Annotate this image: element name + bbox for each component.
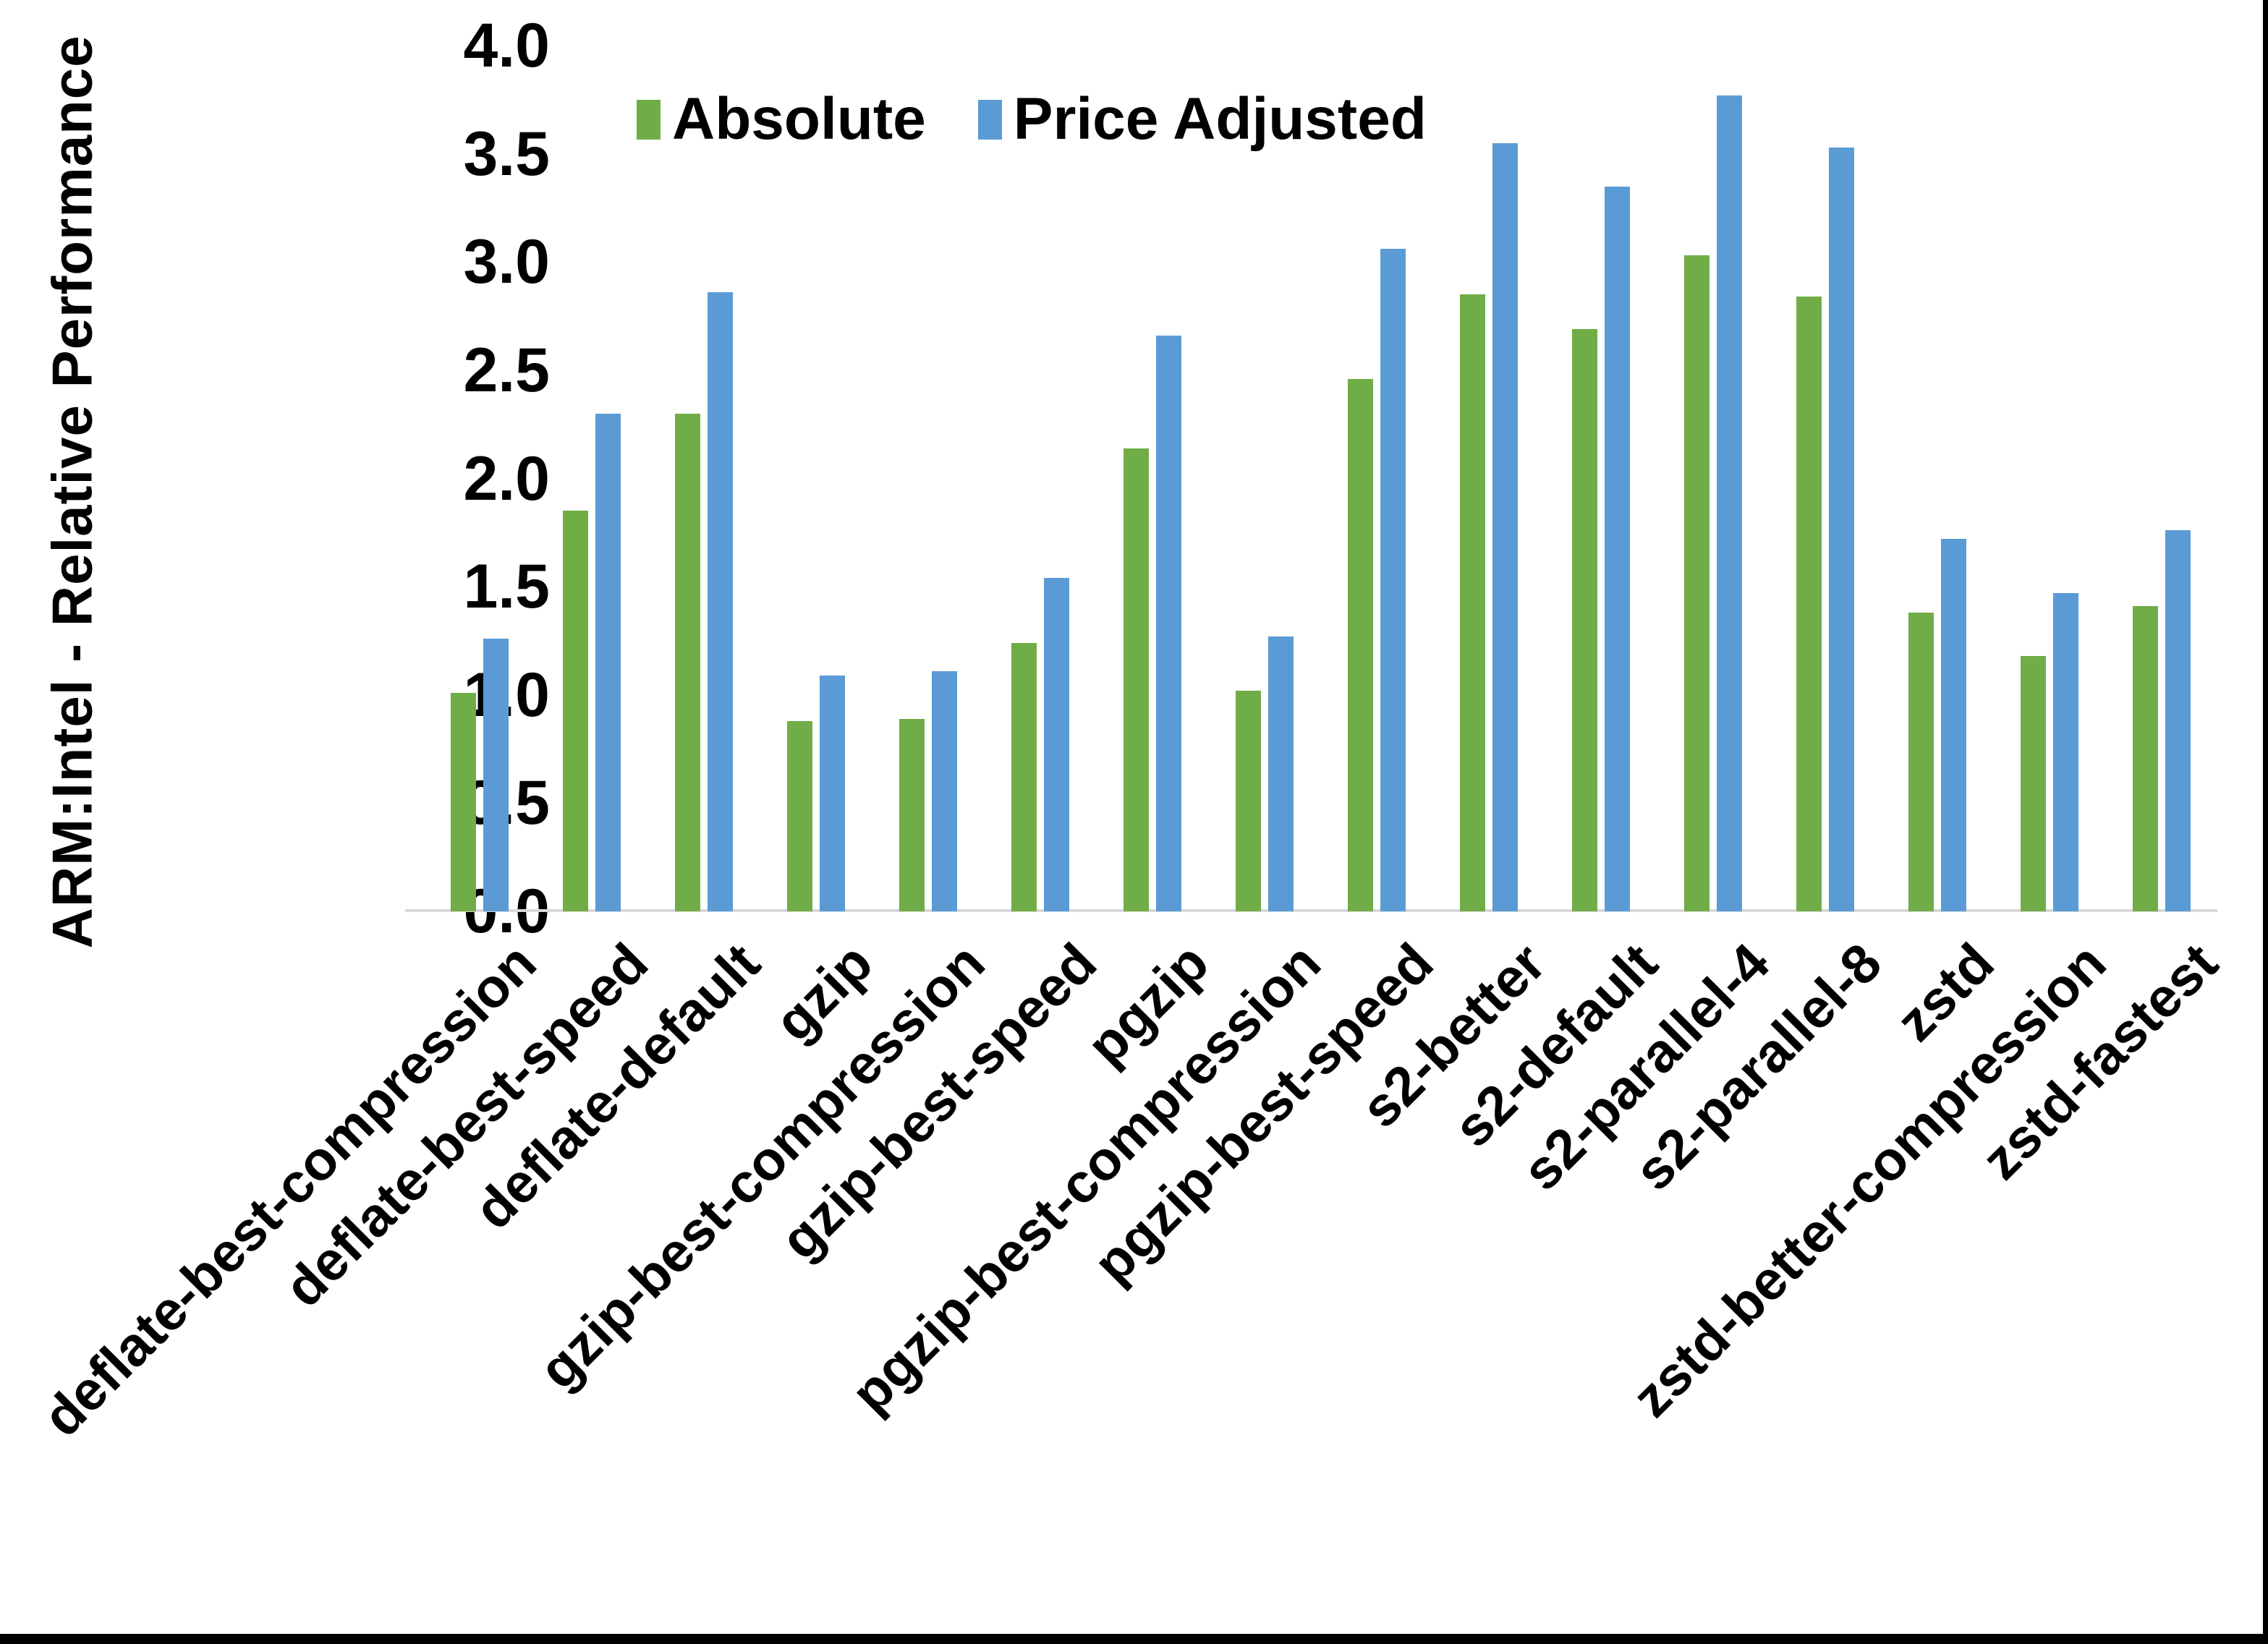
absolute-bar-deflate-best-compression [450, 692, 476, 911]
absolute-bar-pgzip [1123, 448, 1149, 911]
y-tick-label: 1.5 [463, 552, 550, 622]
absolute-bar-pgzip-best-speed [1347, 378, 1373, 911]
absolute-bar-zstd-fastest [2132, 606, 2158, 911]
price-adjusted-bar-pgzip-best-speed [1380, 249, 1406, 911]
price-adjusted-bar-zstd-better-compression [2052, 593, 2078, 911]
absolute-bar-s2-parallel-4 [1683, 255, 1710, 911]
price-adjusted-bar-zstd [1940, 539, 1966, 911]
price-adjusted-bar-zstd-fastest [2165, 530, 2191, 911]
absolute-bar-deflate-best-speed [562, 511, 588, 911]
absolute-bar-s2-parallel-8 [1796, 297, 1822, 911]
absolute-bar-s2-better [1459, 294, 1485, 911]
price-adjusted-bar-gzip-best-compression [931, 670, 957, 911]
y-tick-label: 2.0 [463, 443, 550, 514]
price-adjusted-bar-gzip-best-speed [1043, 578, 1069, 911]
price-adjusted-bar-s2-parallel-8 [1828, 147, 1854, 911]
price-adjusted-bar-pgzip [1155, 335, 1181, 911]
y-tick-label: 4.0 [463, 11, 550, 80]
y-tick-label: 0.5 [318, 772, 550, 834]
absolute-bar-s2-default [1571, 329, 1597, 911]
legend-label-absolute: Absolute [672, 86, 926, 152]
legend-label-price-adjusted: Price Adjusted [1013, 86, 1427, 152]
price-adjusted-bar-s2-better [1492, 142, 1518, 911]
absolute-bar-pgzip-best-compression [1235, 690, 1261, 911]
absolute-bar-deflate-default [674, 413, 700, 911]
legend-swatch-price-adjusted [977, 99, 1002, 140]
absolute-bar-zstd-better-compression [2020, 655, 2046, 911]
absolute-bar-zstd [1908, 613, 1934, 911]
absolute-bar-gzip [786, 720, 812, 911]
x-axis-line [405, 909, 2217, 912]
absolute-bar-gzip-best-compression [899, 718, 925, 911]
price-adjusted-bar-s2-default [1604, 186, 1630, 911]
price-adjusted-bar-pgzip-best-compression [1267, 636, 1294, 911]
y-axis-title: ARM:Intel - Relative Performance [40, 35, 104, 949]
price-adjusted-bar-s2-parallel-4 [1716, 95, 1742, 911]
y-tick-label: 2.5 [463, 335, 550, 405]
y-tick-label: 1.0 [318, 664, 550, 726]
legend-swatch-absolute [637, 99, 661, 140]
price-adjusted-bar-deflate-default [707, 292, 733, 911]
window-border-right [2263, 0, 2268, 1644]
legend: Absolute Price Adjusted [637, 90, 1427, 149]
price-adjusted-bar-gzip [819, 675, 845, 911]
window-border-bottom [0, 1634, 2268, 1644]
y-tick-label: 3.5 [463, 119, 550, 189]
price-adjusted-bar-deflate-best-speed [595, 413, 621, 911]
price-adjusted-bar-deflate-best-compression [483, 638, 509, 911]
absolute-bar-gzip-best-speed [1011, 642, 1037, 911]
y-tick-label: 3.0 [463, 227, 550, 297]
